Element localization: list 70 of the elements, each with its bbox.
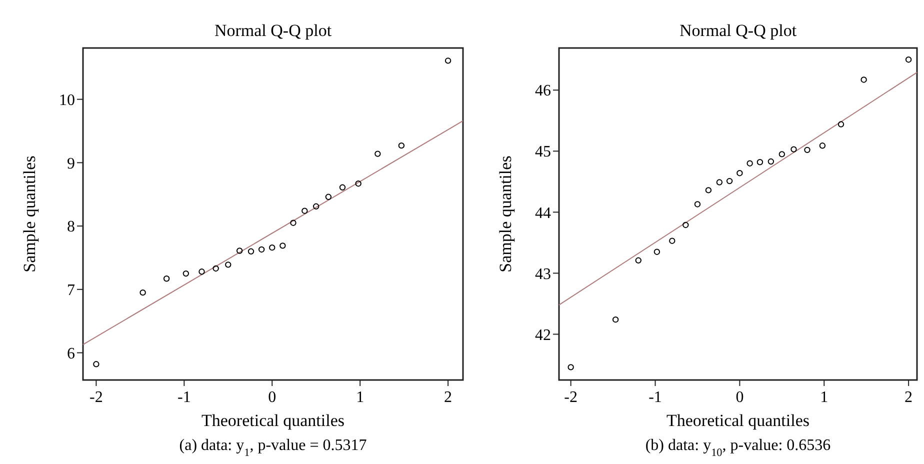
point [374, 150, 381, 157]
y-axis-title: Sample quantiles [20, 156, 39, 272]
x-tick-label: 0 [268, 389, 276, 406]
text: (b) data: y$_{10}$, p-value: 0.6536 [645, 437, 831, 459]
point [302, 208, 308, 214]
x-tick-label: -2 [90, 389, 103, 406]
point [860, 76, 867, 83]
y-tick-label: 45 [535, 144, 551, 161]
y-tick-label: 9 [67, 155, 75, 172]
point [325, 194, 332, 200]
x-axis-title: Theoretical quantiles [201, 411, 345, 430]
point [140, 289, 146, 296]
point [258, 246, 265, 253]
point [225, 262, 232, 268]
point [790, 146, 797, 152]
y-tick-label: 42 [535, 326, 551, 344]
x-tick-label: 0 [736, 389, 744, 406]
x-tick-label: 2 [904, 389, 913, 406]
point [269, 244, 276, 251]
point [682, 222, 689, 228]
y-tick-label: 44 [535, 204, 551, 222]
point [905, 56, 912, 63]
point [198, 268, 205, 275]
point [182, 270, 190, 277]
point [654, 248, 660, 255]
x-tick-label: -2 [564, 389, 578, 406]
x-tick-label: 2 [444, 389, 452, 406]
x-axis-title: Theoretical quantiles [666, 411, 810, 430]
x-tick-label: 1 [356, 389, 364, 406]
point [635, 257, 642, 264]
point [819, 142, 826, 149]
point [163, 276, 170, 282]
chart-title: Normal Q-Q plot [214, 21, 332, 40]
point [248, 248, 254, 254]
y-tick-label: 7 [67, 282, 75, 299]
chart-title: Normal Q-Q plot [679, 21, 797, 40]
point [280, 242, 286, 249]
point [705, 187, 712, 194]
point [838, 121, 844, 128]
point [694, 201, 701, 208]
point [93, 361, 100, 368]
point [768, 158, 774, 165]
y-tick-label: 46 [535, 82, 551, 100]
point [444, 58, 452, 64]
point [736, 170, 743, 176]
point [236, 248, 243, 254]
point [756, 159, 764, 166]
point [716, 179, 723, 186]
x-tick-label: 1 [820, 389, 828, 406]
point [669, 238, 676, 244]
x-tick-label: -1 [648, 389, 662, 406]
point [339, 184, 346, 190]
text: (a) data: y$_{1}$, p-value = 0.5317 [179, 437, 367, 459]
y-tick-label: 43 [535, 266, 551, 283]
y-tick-label: 6 [67, 345, 75, 362]
point [726, 178, 733, 184]
point [778, 151, 786, 158]
y-tick-label: 10 [59, 92, 75, 109]
point [290, 220, 296, 226]
point [313, 203, 320, 210]
point [355, 180, 362, 187]
point [568, 364, 574, 370]
point [612, 316, 619, 323]
point [746, 160, 753, 166]
point [212, 265, 219, 272]
x-tick-label: -1 [177, 389, 191, 406]
y-axis-title: Sample quantiles [496, 156, 515, 272]
point [398, 142, 405, 149]
point [804, 146, 810, 154]
y-tick-label: 8 [67, 218, 75, 236]
